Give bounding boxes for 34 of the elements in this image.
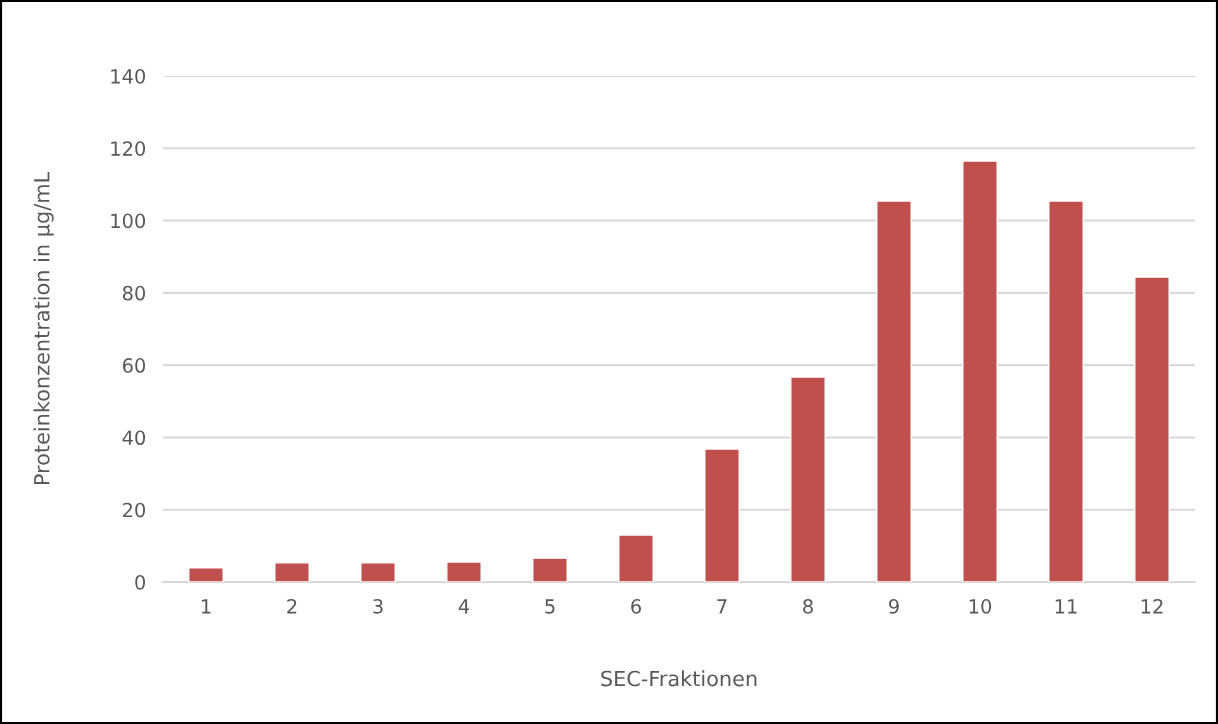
- y-tick-label: 40: [122, 430, 146, 446]
- y-tick-label: 80: [122, 285, 146, 301]
- x-tick-label: 10: [969, 599, 992, 614]
- x-tick-label: 1: [201, 599, 211, 614]
- y-tick-label: 100: [111, 213, 146, 229]
- x-tick-label: 4: [458, 599, 470, 614]
- bar: [274, 562, 310, 582]
- x-tick-label: 6: [631, 599, 641, 614]
- x-tick-label: 11: [1055, 599, 1077, 614]
- x-tick-label: 5: [545, 599, 555, 614]
- x-tick-label: 2: [287, 599, 297, 614]
- bar: [532, 557, 568, 582]
- bar: [790, 376, 826, 582]
- y-tick-label: 20: [123, 502, 146, 518]
- x-tick-label: 8: [803, 599, 813, 614]
- y-tick-label: 120: [111, 141, 146, 156]
- x-tick-label: 9: [889, 599, 899, 614]
- y-axis-title: Proteinkonzentration in µg/mL: [33, 171, 54, 485]
- x-tick-label: 12: [1141, 599, 1163, 614]
- bar: [704, 448, 740, 582]
- y-tick-label: 60: [122, 358, 146, 373]
- x-tick-label: 3: [373, 599, 383, 614]
- bar: [876, 200, 912, 582]
- bar: [618, 534, 654, 582]
- bar: [1048, 200, 1084, 582]
- x-tick-label: 7: [717, 599, 727, 614]
- bar: [360, 562, 396, 582]
- bar: [446, 561, 482, 582]
- bar: [188, 567, 224, 582]
- y-tick-label: 140: [111, 68, 146, 84]
- y-tick-label: 0: [135, 574, 146, 590]
- bar: [962, 160, 998, 582]
- bar: [1134, 276, 1170, 582]
- x-axis-title: SEC-Fraktionen: [601, 670, 757, 687]
